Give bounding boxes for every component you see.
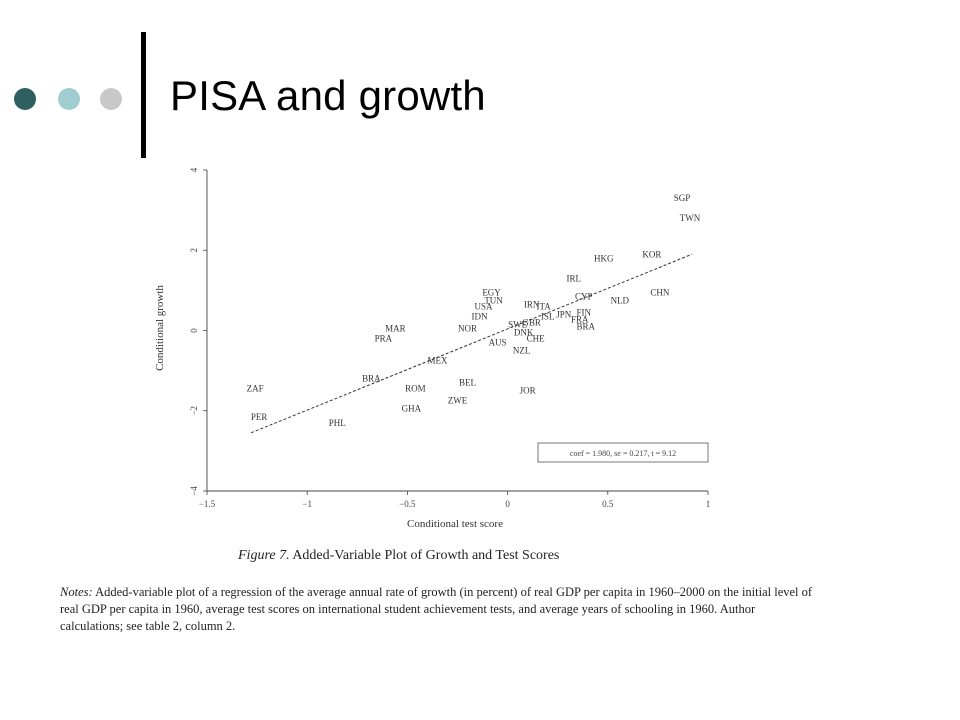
data-point-label: MAR	[385, 323, 406, 333]
x-tick-label: 0.5	[602, 499, 614, 509]
data-point-label: USA	[475, 301, 494, 311]
figure-notes: Notes: Added-variable plot of a regressi…	[60, 584, 820, 635]
stats-box-group: coef = 1.980, se = 0.217, t = 9.12	[537, 442, 709, 463]
figure-notes-text: Added-variable plot of a regression of t…	[60, 585, 813, 633]
y-tick-label: −4	[189, 486, 199, 496]
y-tick-label: −2	[189, 406, 199, 416]
y-tick-label: 4	[189, 167, 199, 172]
fit-line-group	[250, 253, 693, 434]
data-point-label: ITA	[537, 301, 552, 311]
data-point-label: CHE	[527, 334, 546, 344]
x-tick-label: 1	[706, 499, 711, 509]
y-tick-label: 0	[189, 328, 199, 333]
chart-axes: −1.5 −1 −0.5 0 0.5 1 −4 −2 0 2 4	[189, 167, 710, 509]
data-point-label: KOR	[642, 249, 661, 259]
data-point-label: CHN	[650, 287, 670, 297]
stats-box	[537, 442, 709, 463]
data-point-label: BEL	[459, 378, 476, 388]
data-point-label: JPN	[556, 309, 572, 319]
data-point-label: IDN	[472, 311, 488, 321]
data-point-label: FIN	[576, 307, 591, 317]
data-points: SGPTWNKORHKGCHNIRLNLDCYPFINFRABRAJPNISLI…	[247, 193, 701, 428]
data-point-label: TUN	[484, 295, 503, 305]
data-point-label: GBR	[522, 317, 541, 327]
fit-line	[250, 253, 693, 434]
data-point-label: TWN	[680, 213, 701, 223]
data-point-label: DNK	[514, 328, 534, 338]
data-point-label: GHA	[402, 404, 422, 414]
figure-notes-label: Notes:	[60, 585, 93, 599]
data-point-label: NLD	[611, 295, 630, 305]
data-point-label: PRA	[375, 334, 393, 344]
data-point-label: FRA	[571, 314, 589, 324]
data-point-label: PER	[251, 412, 268, 422]
slide-title: PISA and growth	[170, 72, 486, 119]
figure-caption: Figure 7. Added-Variable Plot of Growth …	[238, 548, 559, 564]
data-point-label: PHL	[329, 418, 346, 428]
stats-box-text: coef = 1.980, se = 0.217, t = 9.12	[570, 449, 676, 458]
data-point-label: IRN	[524, 299, 540, 309]
data-point-label: SWE	[508, 319, 528, 329]
data-point-label: NOR	[458, 323, 477, 333]
data-point-label: SGP	[674, 193, 691, 203]
x-tick-label: −0.5	[399, 499, 416, 509]
data-point-label: NZL	[513, 346, 531, 356]
y-tick-label: 2	[189, 248, 199, 253]
x-axis-label: Conditional test score	[407, 518, 503, 530]
data-point-label: ZWE	[448, 396, 468, 406]
bullet-dot	[58, 88, 80, 110]
data-point-label: ROM	[405, 384, 426, 394]
x-tick-label: −1.5	[199, 499, 216, 509]
data-point-label: ZAF	[247, 384, 264, 394]
data-point-label: JOR	[520, 386, 536, 396]
data-point-label: BRA	[576, 321, 595, 331]
data-point-label: CYP	[575, 291, 593, 301]
bullet-dots	[14, 88, 126, 112]
data-point-label: ISL	[541, 311, 555, 321]
y-axis-label: Conditional growth	[154, 285, 166, 371]
figure-caption-label: Figure 7.	[238, 548, 290, 563]
title-divider	[141, 32, 146, 158]
data-point-label: IRL	[566, 273, 581, 283]
bullet-dot	[14, 88, 36, 110]
data-point-label: AUS	[489, 338, 507, 348]
x-tick-label: −1	[302, 499, 312, 509]
data-point-label: EGY	[482, 287, 501, 297]
data-point-label: BRA	[362, 374, 381, 384]
data-point-label: HKG	[594, 253, 614, 263]
scatter-chart: −1.5 −1 −0.5 0 0.5 1 −4 −2 0 2 4 SGP TWN KOR HKG CHN IR…	[154, 167, 710, 530]
bullet-dot	[100, 88, 122, 110]
data-point-label: MEX	[427, 356, 448, 366]
figure-caption-text: Added-Variable Plot of Growth and Test S…	[289, 548, 560, 563]
x-tick-label: 0	[505, 499, 510, 509]
